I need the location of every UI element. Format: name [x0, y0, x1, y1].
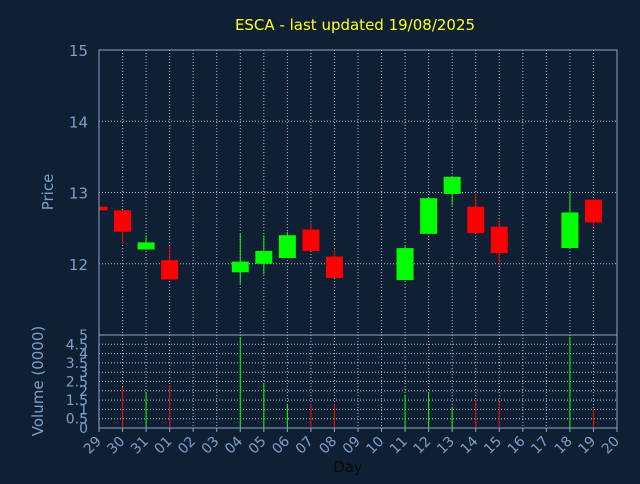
candle-body — [231, 261, 249, 273]
x-tick-label: 30 — [104, 434, 128, 458]
x-tick-label: 13 — [434, 434, 458, 458]
candle-body — [99, 206, 108, 211]
volume-tick-label: 2 — [79, 384, 88, 400]
price-axis-label: Price — [39, 174, 57, 211]
volume-tick-label: 1.5 — [66, 393, 88, 409]
volume-tick-label: 0 — [79, 421, 88, 437]
candle-body — [490, 226, 508, 254]
volume-tick-label: 5 — [79, 328, 88, 344]
price-tick-label: 13 — [69, 185, 88, 203]
x-tick-label: 06 — [269, 433, 293, 457]
x-tick-label: 29 — [81, 434, 105, 458]
x-tick-label: 14 — [458, 433, 482, 457]
x-tick-label: 09 — [340, 434, 364, 458]
x-tick-label: 01 — [152, 434, 176, 458]
x-tick-label: 17 — [528, 434, 552, 458]
x-tick-label: 19 — [575, 434, 599, 458]
x-tick-label: 02 — [175, 434, 199, 458]
candle-body — [420, 198, 438, 234]
x-tick-label: 08 — [316, 434, 340, 458]
candle-body — [255, 250, 273, 264]
candle-body — [467, 206, 485, 234]
x-tick-label: 20 — [599, 434, 623, 458]
candle-body — [396, 248, 414, 281]
price-tick-label: 15 — [69, 42, 88, 60]
x-tick-label: 07 — [293, 434, 317, 458]
candle-body — [325, 256, 343, 278]
x-tick-label: 10 — [363, 434, 387, 458]
candle-body — [302, 229, 320, 251]
grid-layer — [99, 50, 617, 428]
chart-title: ESCA - last updated 19/08/2025 — [235, 16, 475, 34]
x-tick-label: 31 — [128, 434, 152, 458]
x-tick-label: 15 — [481, 434, 505, 458]
candle-body — [137, 242, 155, 250]
price-tick-label: 12 — [69, 256, 88, 274]
volume-tick-label: 2.5 — [66, 375, 88, 391]
x-tick-label: 05 — [246, 434, 270, 458]
volume-tick-label: 1 — [79, 402, 88, 418]
candle-body — [443, 176, 461, 194]
candle-body — [161, 260, 179, 280]
volume-axis-label: Volume (0000) — [29, 326, 47, 436]
price-tick-label: 14 — [69, 113, 88, 131]
x-axis-label: Day — [333, 458, 363, 476]
volume-tick-label: 3 — [79, 365, 88, 381]
volume-tick-label: 4 — [79, 347, 88, 363]
x-tick-label: 12 — [411, 434, 435, 458]
candle-body — [278, 235, 296, 259]
candle-body — [561, 212, 579, 249]
x-tick-label: 11 — [387, 434, 411, 458]
volume-tick-label: 0.5 — [66, 412, 88, 428]
candle-body — [114, 210, 132, 232]
x-tick-label: 18 — [552, 434, 576, 458]
x-tick-label: 03 — [199, 434, 223, 458]
volume-tick-label: 4.5 — [66, 337, 88, 353]
candle-body — [584, 199, 602, 223]
marks-layer — [98, 176, 602, 428]
x-tick-label: 04 — [222, 433, 246, 457]
x-tick-label: 16 — [505, 433, 529, 457]
volume-tick-label: 3.5 — [66, 356, 88, 372]
